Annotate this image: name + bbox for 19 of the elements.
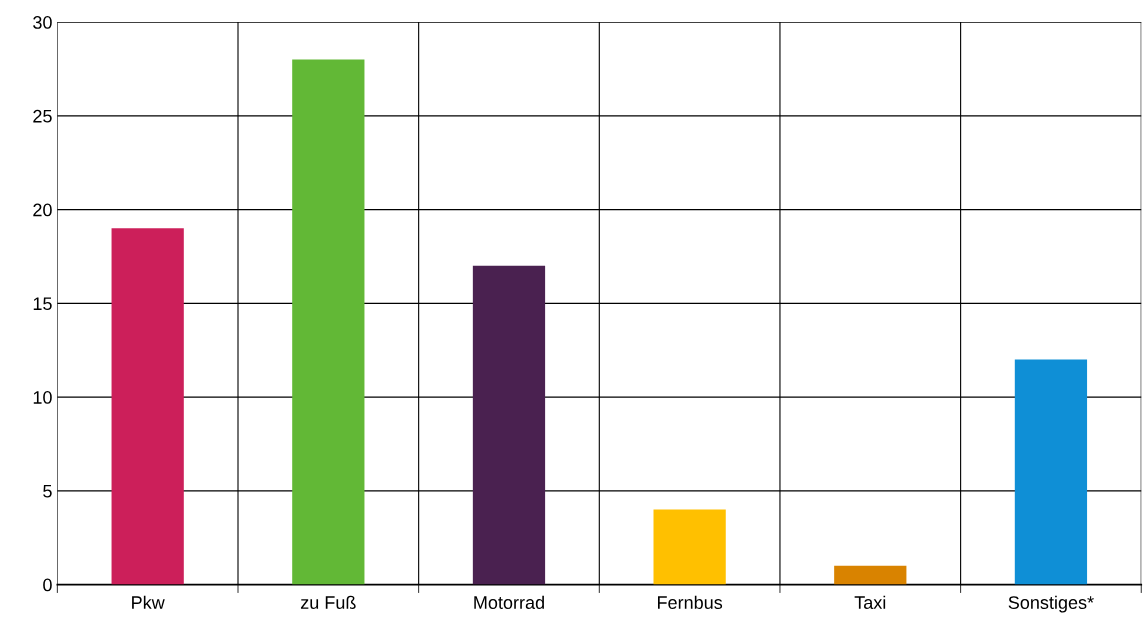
bar — [472, 265, 546, 585]
bar — [1014, 359, 1088, 585]
x-tick-label: Fernbus — [658, 595, 723, 609]
bar — [292, 59, 365, 585]
y-tick-label: 25 — [33, 109, 52, 123]
bar — [834, 565, 907, 585]
y-tick-label: 15 — [33, 297, 52, 311]
x-tick-label: Taxi — [854, 595, 886, 609]
y-tick-label: 10 — [33, 391, 52, 404]
x-tick-label: Pkw — [132, 595, 165, 609]
y-tick-label: 0 — [43, 578, 52, 592]
x-tick-label: Motorrad — [474, 595, 544, 609]
y-tick-label: 20 — [33, 203, 52, 217]
y-tick-label: 30 — [33, 16, 52, 29]
x-tick-label: Sonstiges* — [1008, 595, 1094, 613]
y-tick-label: 5 — [43, 484, 52, 498]
bar — [111, 228, 184, 585]
x-tick-label: zu Fuß — [300, 595, 356, 609]
bar — [653, 509, 726, 585]
